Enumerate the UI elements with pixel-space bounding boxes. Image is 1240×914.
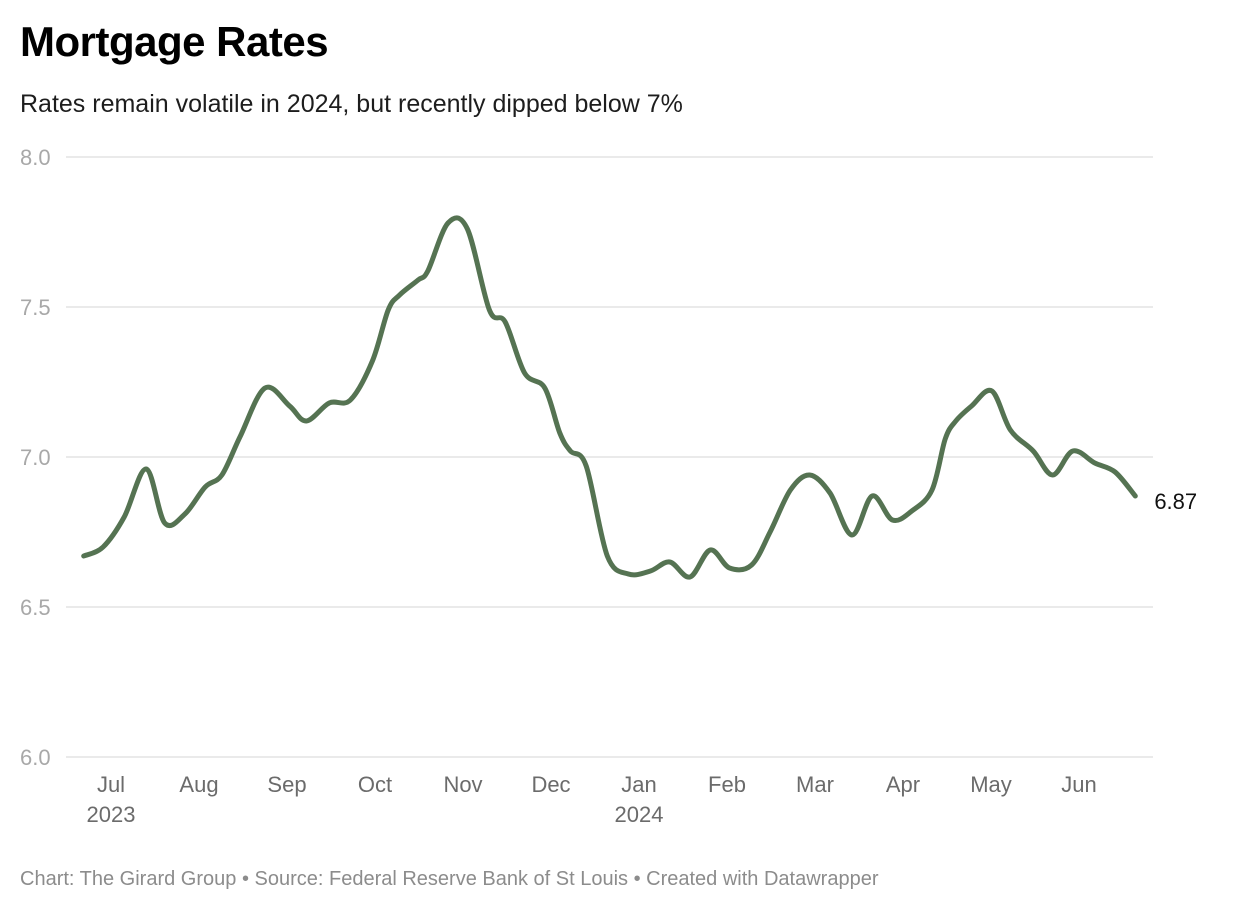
data-point [969,404,974,409]
data-point [1050,473,1055,478]
chart-footer: Chart: The Girard Group • Source: Federa… [20,868,879,890]
x-tick-label: Oct [358,772,392,797]
chart-subtitle: Rates remain volatile in 2024, but recen… [20,90,683,118]
x-tick-year-label: 2023 [87,802,136,827]
data-point [909,509,914,514]
x-tick-label: Feb [708,772,746,797]
x-tick-label: Sep [267,772,306,797]
x-tick-label: Apr [886,772,920,797]
y-tick-label: 7.5 [20,295,51,320]
data-point [122,515,127,520]
x-tick-label: May [970,772,1012,797]
data-point [370,359,375,364]
data-point [465,227,470,232]
data-point [1113,470,1118,475]
y-tick-label: 6.0 [20,745,51,770]
data-point [162,521,167,526]
data-point [688,575,693,580]
data-point [667,560,672,565]
data-point [870,494,875,499]
data-point [522,371,527,376]
x-axis: Jul 2023 Aug Sep Oct Nov Dec Jan 2024 Feb Mar Apr Ma… [87,772,1097,827]
data-point [425,269,430,274]
data-point [348,398,353,403]
series-group: 6.87 [81,215,1197,580]
x-tick-year-label: 2024 [615,802,664,827]
data-point [327,401,332,406]
data-point [1070,449,1075,454]
data-point [1031,449,1036,454]
data-point [81,554,86,559]
data-point [397,293,402,298]
data-point [1092,461,1097,466]
x-tick-label: Nov [443,772,482,797]
data-point [182,512,187,517]
data-point [542,386,547,391]
x-tick-label: Dec [531,772,570,797]
x-tick-label: Jul [97,772,125,797]
data-point [287,404,292,409]
data-point [386,308,391,313]
data-point [749,563,754,568]
y-axis: 8.0 7.5 7.0 6.5 6.0 [20,145,51,770]
data-point [557,431,562,436]
data-point [219,473,224,478]
data-point [827,491,832,496]
data-point [1008,428,1013,433]
data-point [788,488,793,493]
data-point [584,464,589,469]
data-point [708,548,713,553]
data-point [203,485,208,490]
x-tick-label: Mar [796,772,834,797]
data-point [768,530,773,535]
data-point [503,320,508,325]
data-point [807,473,812,478]
data-point [626,572,631,577]
data-point [487,308,492,313]
y-tick-label: 7.0 [20,445,51,470]
data-point [1133,494,1138,499]
data-point [568,449,573,454]
data-point [943,437,948,442]
data-point [446,221,451,226]
data-point [263,386,268,391]
data-point [930,488,935,493]
y-tick-label: 8.0 [20,145,51,170]
data-point [727,566,732,571]
data-point [101,545,106,550]
data-point [304,419,309,424]
end-value-label: 6.87 [1154,489,1197,514]
data-point [849,533,854,538]
data-point [648,569,653,574]
data-point [605,554,610,559]
gridlines [66,156,1153,758]
data-point [416,278,421,283]
series-line [81,215,1138,580]
x-tick-label: Jun [1061,772,1096,797]
y-tick-label: 6.5 [20,595,51,620]
data-point [953,419,958,424]
x-tick-label: Jan [621,772,656,797]
data-point [890,518,895,523]
chart-title: Mortgage Rates [20,18,329,65]
x-tick-label: Aug [179,772,218,797]
data-point [989,389,994,394]
data-point [238,434,243,439]
data-point [144,467,149,472]
